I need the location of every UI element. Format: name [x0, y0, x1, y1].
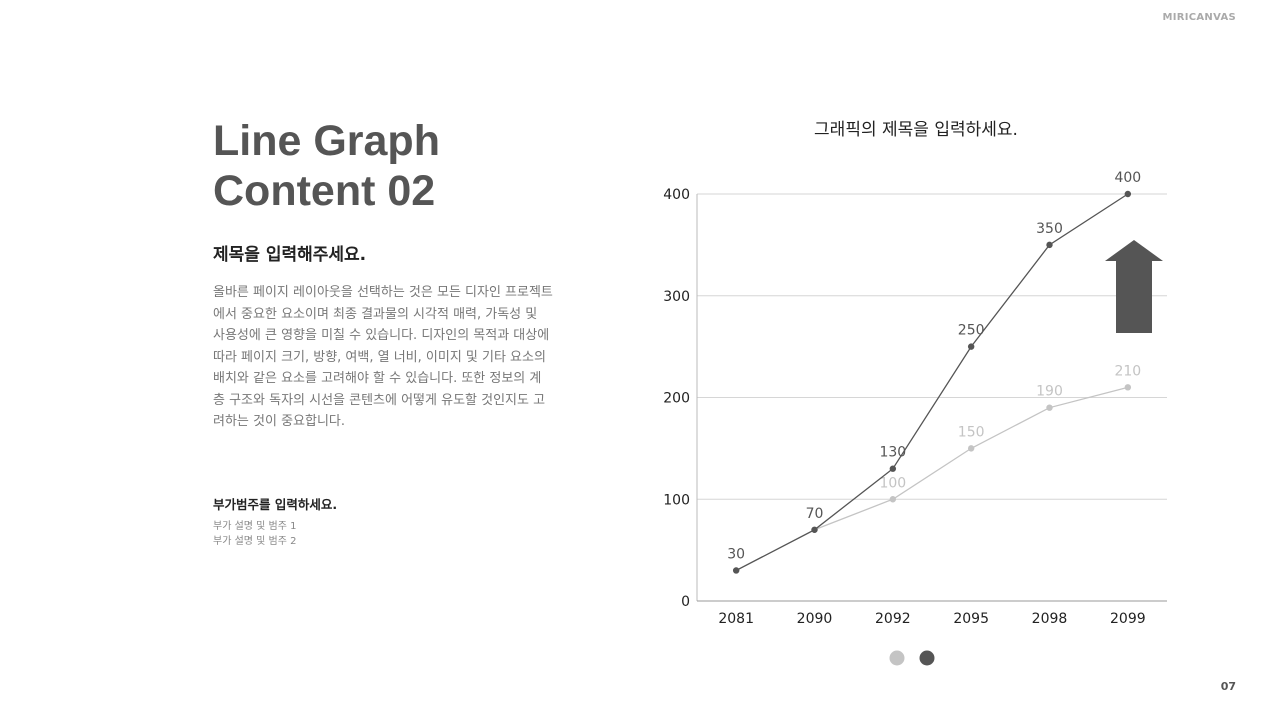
data-label: 150 — [958, 424, 985, 440]
x-tick-label: 2081 — [718, 611, 754, 627]
legend-marker — [919, 650, 935, 666]
series-line — [735, 193, 1129, 572]
data-point — [1124, 190, 1132, 198]
data-point — [967, 343, 975, 350]
data-point — [967, 445, 975, 452]
body-text: 올바른 페이지 레이아웃을 선택하는 것은 모든 디자인 프로젝트에서 중요한 … — [213, 285, 553, 429]
x-tick-label: 2099 — [1110, 611, 1146, 627]
chart-title: 그래픽의 제목을 입력하세요. — [814, 120, 1018, 140]
page-number: 07 — [1220, 680, 1236, 693]
data-label: 250 — [958, 323, 985, 339]
page-title: Line Graph Content 02 — [213, 116, 440, 216]
data-point — [1046, 404, 1053, 411]
data-label: 400 — [1114, 170, 1141, 186]
x-tick-label: 2090 — [797, 611, 833, 627]
y-tick-label: 0 — [681, 594, 690, 610]
y-tick-label: 200 — [663, 391, 690, 407]
x-tick-label: 2095 — [953, 611, 989, 627]
data-point — [732, 567, 740, 574]
data-point — [1124, 384, 1132, 391]
up-arrow-icon — [1105, 240, 1163, 333]
data-label: 30 — [727, 546, 745, 562]
legend-marker — [889, 650, 905, 666]
data-label: 100 — [879, 475, 906, 491]
data-label: 190 — [1036, 384, 1063, 400]
data-label: 350 — [1036, 221, 1063, 237]
data-label: 130 — [879, 445, 906, 461]
category-title: 부가범주를 입력하세요. — [213, 497, 338, 512]
data-point — [811, 526, 818, 533]
data-point — [889, 465, 897, 472]
series-line — [735, 386, 1128, 572]
y-tick-label: 400 — [663, 187, 690, 203]
brand-logo: MIRICANVAS — [1162, 12, 1236, 23]
y-tick-label: 100 — [663, 492, 690, 508]
title-line-2: Content 02 — [213, 167, 436, 215]
category-item: 부가 설명 및 범주 2 — [213, 536, 297, 547]
data-label: 70 — [806, 506, 824, 522]
data-point — [889, 496, 897, 503]
data-label: 210 — [1114, 363, 1141, 379]
subtitle: 제목을 입력해주세요. — [213, 245, 367, 265]
category-item: 부가 설명 및 범주 1 — [213, 521, 297, 532]
x-tick-label: 2098 — [1032, 611, 1068, 627]
x-tick-label: 2092 — [875, 611, 911, 627]
data-point — [1046, 241, 1053, 249]
title-line-1: Line Graph — [213, 117, 440, 165]
y-tick-label: 300 — [663, 289, 690, 305]
